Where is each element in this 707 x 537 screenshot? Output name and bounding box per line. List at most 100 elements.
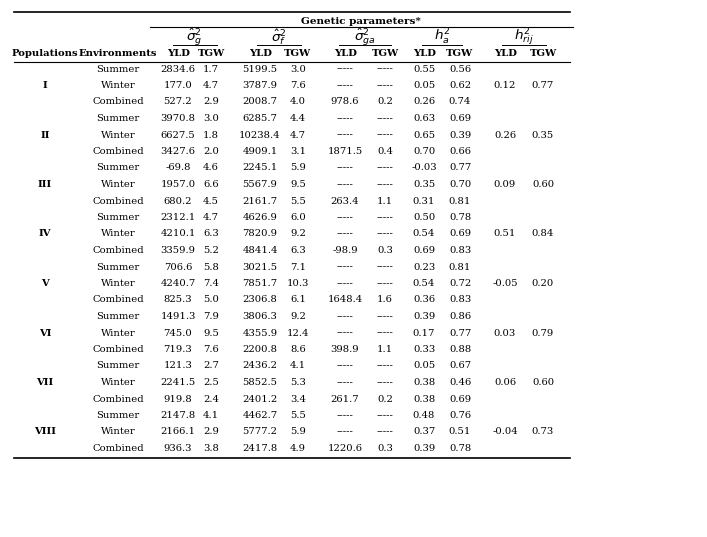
Text: -----: ----- xyxy=(337,163,354,172)
Text: 9.2: 9.2 xyxy=(290,312,306,321)
Text: -----: ----- xyxy=(337,81,354,90)
Text: 0.35: 0.35 xyxy=(532,130,554,140)
Text: 2401.2: 2401.2 xyxy=(243,395,278,403)
Text: 6.3: 6.3 xyxy=(290,246,306,255)
Text: -----: ----- xyxy=(377,427,393,437)
Text: 0.79: 0.79 xyxy=(532,329,554,337)
Text: 0.66: 0.66 xyxy=(449,147,471,156)
Text: -69.8: -69.8 xyxy=(165,163,191,172)
Text: Summer: Summer xyxy=(96,64,139,74)
Text: 0.84: 0.84 xyxy=(532,229,554,238)
Text: 7.6: 7.6 xyxy=(290,81,306,90)
Text: 2436.2: 2436.2 xyxy=(243,361,278,371)
Text: Winter: Winter xyxy=(100,279,135,288)
Text: -----: ----- xyxy=(377,378,393,387)
Text: 0.35: 0.35 xyxy=(413,180,435,189)
Text: -0.05: -0.05 xyxy=(492,279,518,288)
Text: 2.9: 2.9 xyxy=(203,427,219,437)
Text: 0.72: 0.72 xyxy=(449,279,471,288)
Text: Winter: Winter xyxy=(100,180,135,189)
Text: 0.2: 0.2 xyxy=(377,98,393,106)
Text: Combined: Combined xyxy=(92,395,144,403)
Text: 3021.5: 3021.5 xyxy=(243,263,278,272)
Text: $\hat{\sigma}_{f}^{2}$: $\hat{\sigma}_{f}^{2}$ xyxy=(271,27,287,47)
Text: 6.3: 6.3 xyxy=(203,229,219,238)
Text: 5.9: 5.9 xyxy=(290,427,306,437)
Text: 2008.7: 2008.7 xyxy=(243,98,278,106)
Text: 0.60: 0.60 xyxy=(532,180,554,189)
Text: 0.26: 0.26 xyxy=(494,130,516,140)
Text: 0.69: 0.69 xyxy=(449,114,471,123)
Text: -----: ----- xyxy=(337,329,354,337)
Text: -----: ----- xyxy=(337,229,354,238)
Text: YLD: YLD xyxy=(493,49,516,59)
Text: 1871.5: 1871.5 xyxy=(327,147,363,156)
Text: 9.2: 9.2 xyxy=(290,229,306,238)
Text: 4355.9: 4355.9 xyxy=(243,329,278,337)
Text: 7.6: 7.6 xyxy=(203,345,219,354)
Text: 1.7: 1.7 xyxy=(203,64,219,74)
Text: 0.4: 0.4 xyxy=(377,147,393,156)
Text: -----: ----- xyxy=(377,329,393,337)
Text: 3970.8: 3970.8 xyxy=(160,114,196,123)
Text: 1957.0: 1957.0 xyxy=(160,180,196,189)
Text: 0.37: 0.37 xyxy=(413,427,435,437)
Text: -----: ----- xyxy=(377,130,393,140)
Text: 4841.4: 4841.4 xyxy=(243,246,278,255)
Text: 398.9: 398.9 xyxy=(331,345,359,354)
Text: 1.1: 1.1 xyxy=(377,197,393,206)
Text: 7.4: 7.4 xyxy=(203,279,219,288)
Text: 5777.2: 5777.2 xyxy=(243,427,278,437)
Text: 2241.5: 2241.5 xyxy=(160,378,196,387)
Text: 10.3: 10.3 xyxy=(287,279,309,288)
Text: 5.5: 5.5 xyxy=(290,197,306,206)
Text: 0.31: 0.31 xyxy=(413,197,436,206)
Text: 9.5: 9.5 xyxy=(203,329,219,337)
Text: 4.6: 4.6 xyxy=(203,163,219,172)
Text: 2834.6: 2834.6 xyxy=(160,64,196,74)
Text: 3427.6: 3427.6 xyxy=(160,147,196,156)
Text: -----: ----- xyxy=(377,81,393,90)
Text: 0.17: 0.17 xyxy=(413,329,436,337)
Text: 7851.7: 7851.7 xyxy=(243,279,278,288)
Text: I: I xyxy=(42,81,47,90)
Text: 0.33: 0.33 xyxy=(413,345,435,354)
Text: II: II xyxy=(40,130,49,140)
Text: Winter: Winter xyxy=(100,229,135,238)
Text: YLD: YLD xyxy=(249,49,271,59)
Text: 0.55: 0.55 xyxy=(413,64,435,74)
Text: 0.83: 0.83 xyxy=(449,246,471,255)
Text: 0.65: 0.65 xyxy=(413,130,435,140)
Text: -----: ----- xyxy=(337,263,354,272)
Text: 4210.1: 4210.1 xyxy=(160,229,196,238)
Text: 0.73: 0.73 xyxy=(532,427,554,437)
Text: 0.03: 0.03 xyxy=(494,329,516,337)
Text: 3787.9: 3787.9 xyxy=(243,81,278,90)
Text: 0.81: 0.81 xyxy=(449,263,471,272)
Text: TGW: TGW xyxy=(197,49,225,59)
Text: YLD: YLD xyxy=(167,49,189,59)
Text: 0.69: 0.69 xyxy=(413,246,435,255)
Text: 0.09: 0.09 xyxy=(494,180,516,189)
Text: 5852.5: 5852.5 xyxy=(243,378,278,387)
Text: 0.78: 0.78 xyxy=(449,213,471,222)
Text: -----: ----- xyxy=(337,312,354,321)
Text: 0.77: 0.77 xyxy=(449,329,471,337)
Text: 2161.7: 2161.7 xyxy=(243,197,278,206)
Text: 1.1: 1.1 xyxy=(377,345,393,354)
Text: TGW: TGW xyxy=(284,49,312,59)
Text: 919.8: 919.8 xyxy=(163,395,192,403)
Text: 0.74: 0.74 xyxy=(449,98,471,106)
Text: 936.3: 936.3 xyxy=(164,444,192,453)
Text: 2.7: 2.7 xyxy=(203,361,219,371)
Text: TGW: TGW xyxy=(530,49,556,59)
Text: -----: ----- xyxy=(377,229,393,238)
Text: 121.3: 121.3 xyxy=(163,361,192,371)
Text: 719.3: 719.3 xyxy=(163,345,192,354)
Text: 0.88: 0.88 xyxy=(449,345,471,354)
Text: 0.48: 0.48 xyxy=(413,411,436,420)
Text: 0.26: 0.26 xyxy=(413,98,435,106)
Text: 0.56: 0.56 xyxy=(449,64,471,74)
Text: Summer: Summer xyxy=(96,213,139,222)
Text: 0.39: 0.39 xyxy=(413,312,435,321)
